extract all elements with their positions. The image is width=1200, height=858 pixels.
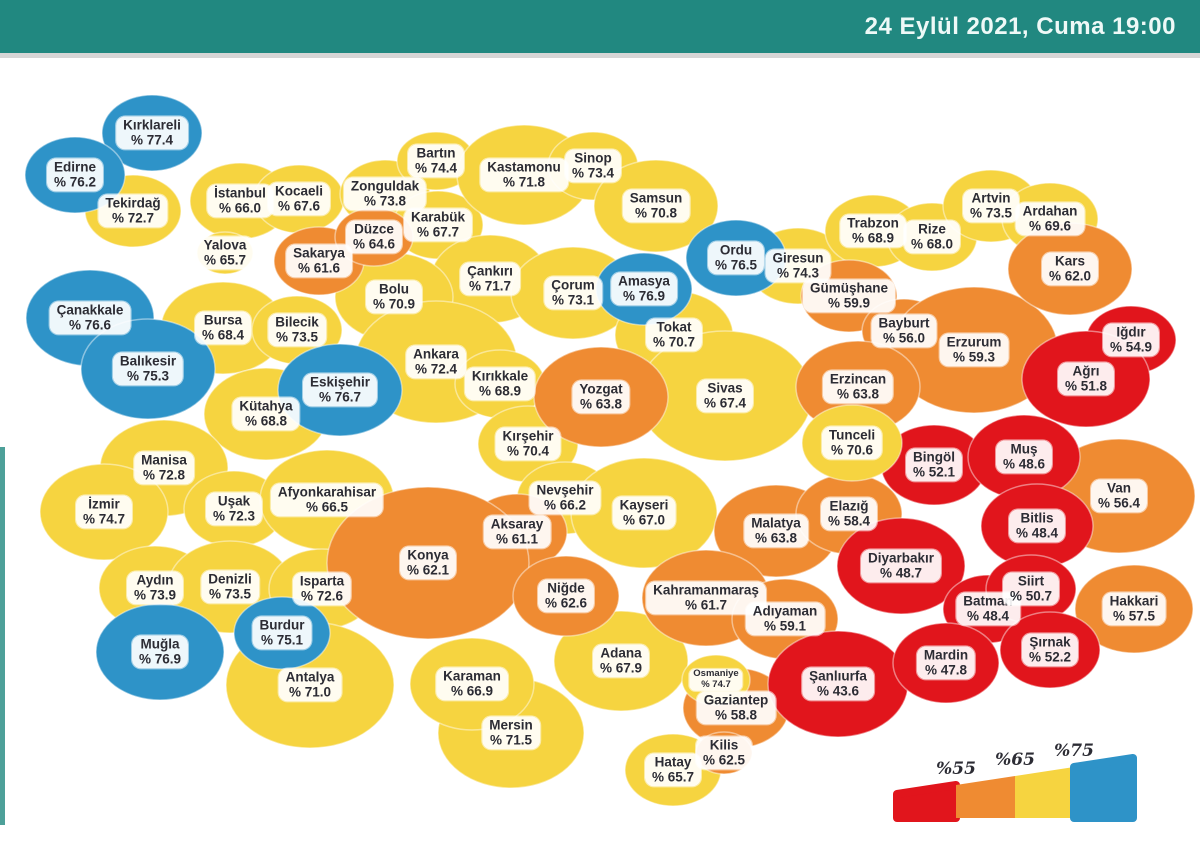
header-bar: 24 Eylül 2021, Cuma 19:00 (0, 0, 1200, 58)
date-label: 24 Eylül 2021, Cuma 19:00 (864, 12, 1176, 40)
province-shape (512, 555, 620, 637)
province-shape (80, 318, 216, 420)
province-shape (409, 637, 535, 731)
province-shape (801, 404, 903, 482)
province-shape (196, 231, 254, 275)
legend-segment-orange (956, 776, 1015, 818)
province-shape (1007, 222, 1133, 316)
province-shape (253, 164, 345, 234)
province-shape (681, 654, 751, 706)
legend-segment-red (893, 781, 960, 822)
legend-tick: %75 (1054, 741, 1094, 761)
province-shape (277, 343, 403, 437)
province-shape (999, 611, 1101, 689)
province-shape (326, 486, 530, 640)
legend-tick: %65 (995, 750, 1035, 770)
province-shape (233, 596, 331, 670)
legend-segment-yellow (1015, 767, 1074, 818)
province-shape (95, 603, 225, 701)
province-shape (685, 219, 787, 297)
province-shape (892, 622, 1000, 704)
legend-tick: %55 (936, 759, 976, 779)
province-shape (595, 252, 693, 326)
province-shape (24, 136, 126, 214)
legend-segment-blue (1070, 754, 1137, 822)
province-shape (695, 731, 753, 775)
province-shape (1021, 330, 1151, 428)
legend: %55 %65 %75 (893, 741, 1137, 822)
left-edge-strip (0, 447, 5, 825)
province-shape (533, 346, 669, 448)
province-shape (767, 630, 909, 738)
province-shape (334, 207, 414, 267)
